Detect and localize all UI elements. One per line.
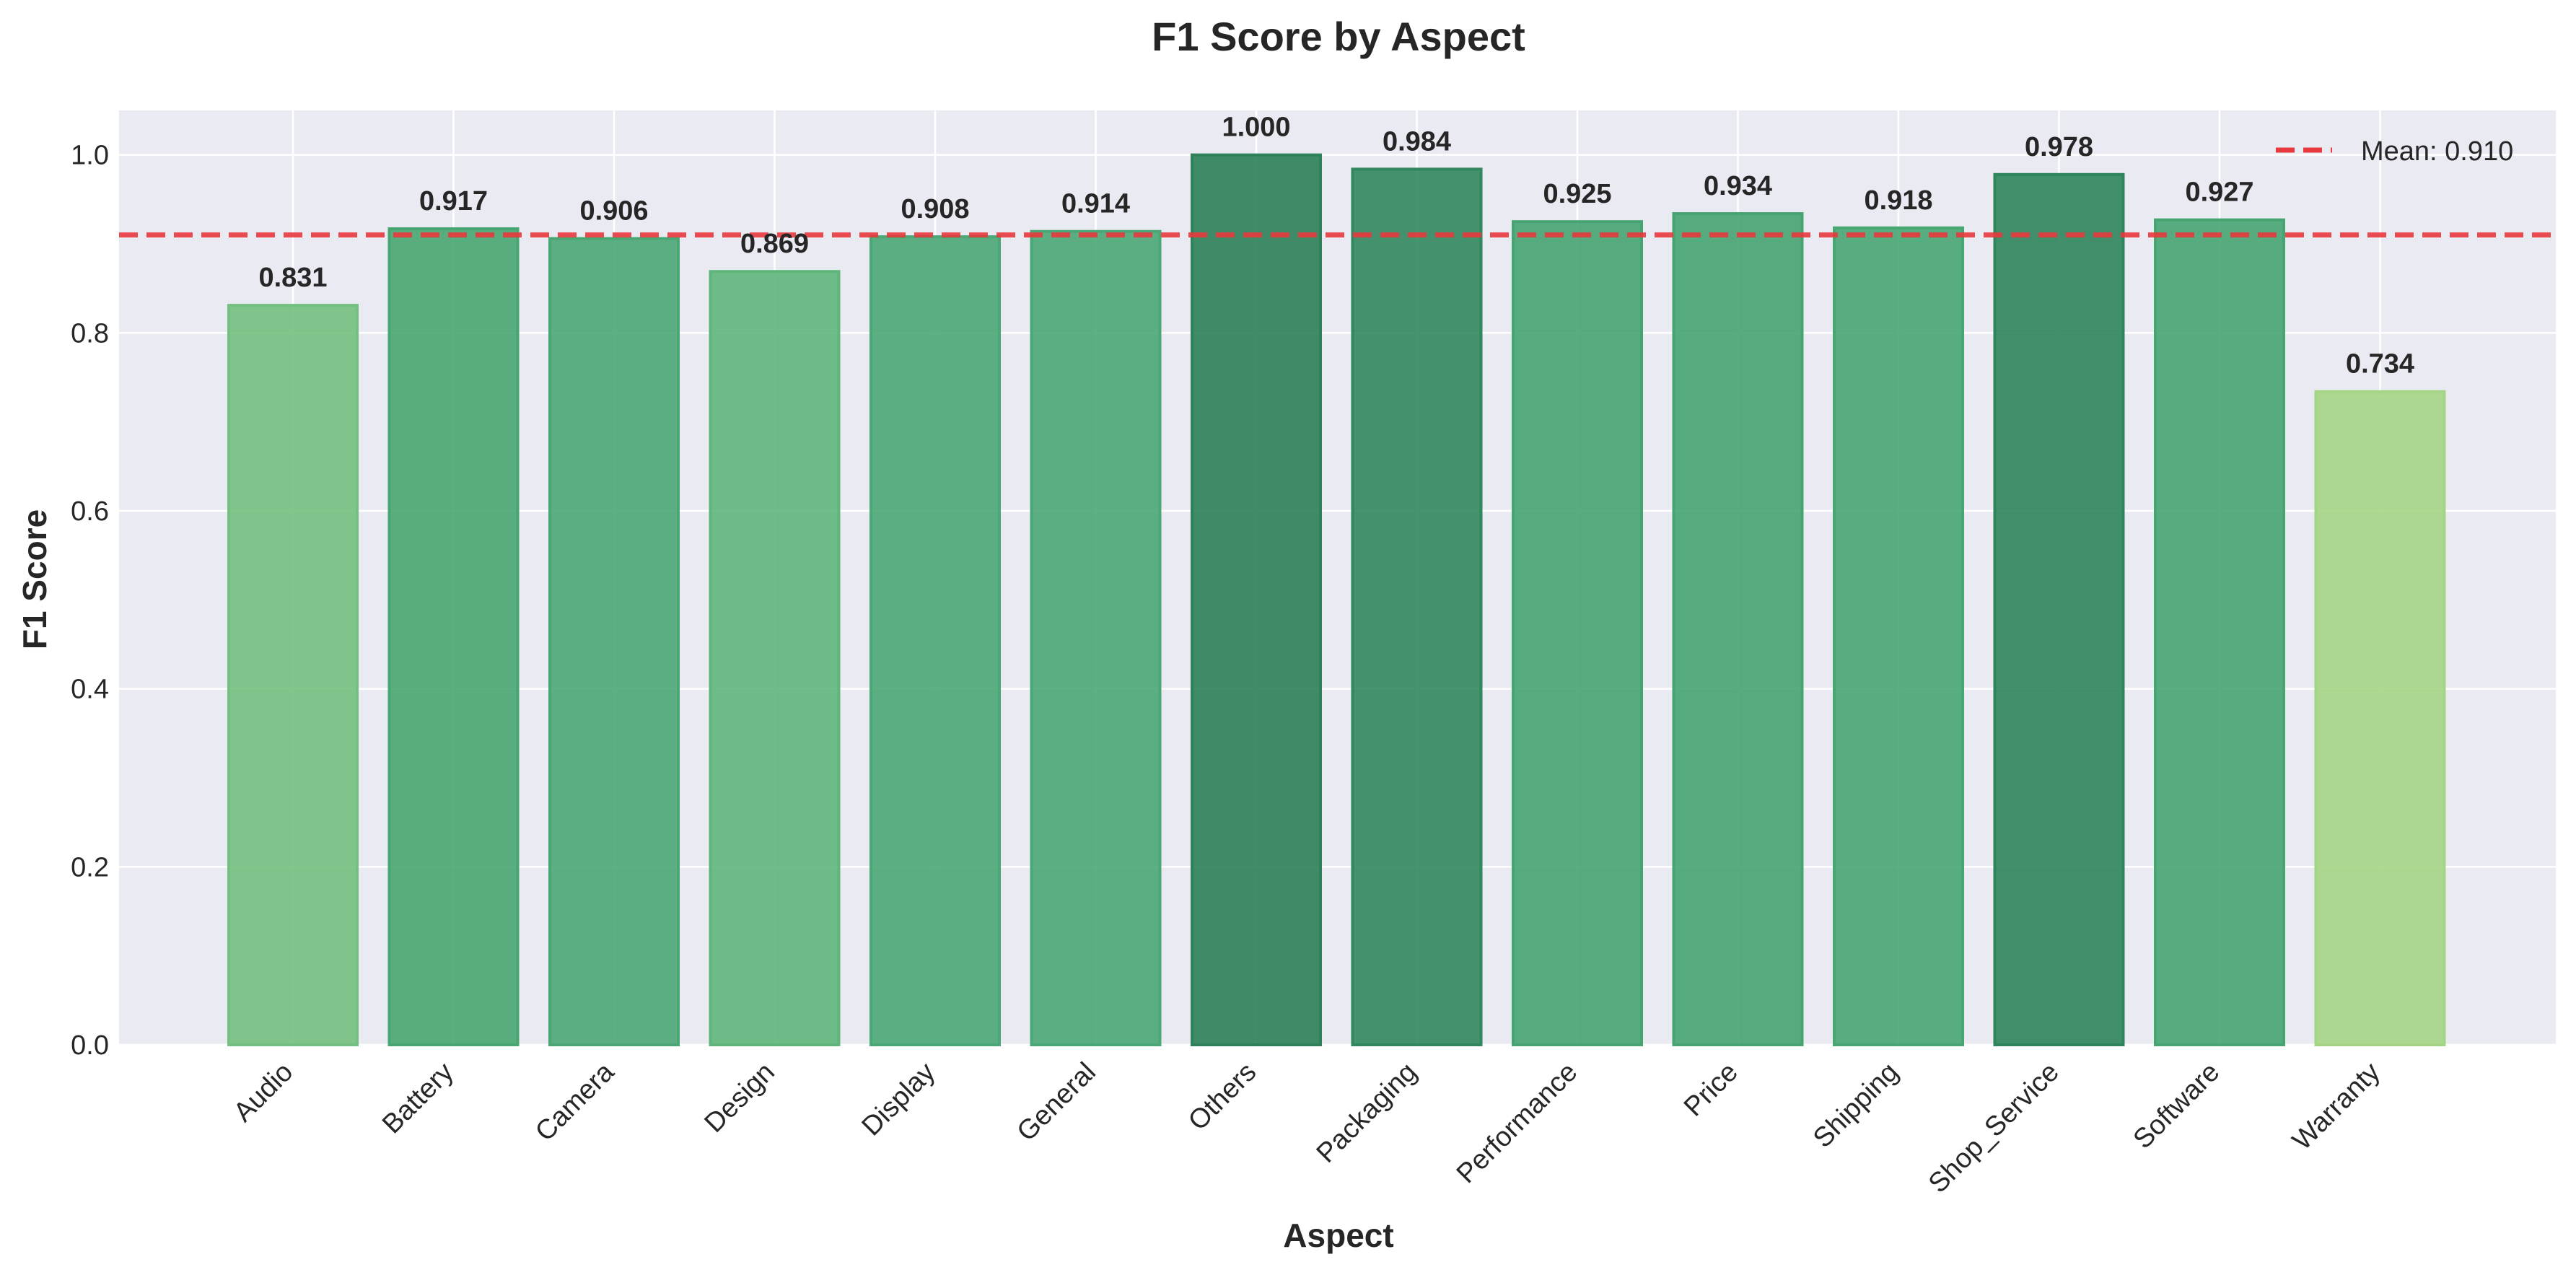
bar-shipping — [1833, 226, 1964, 1046]
x-tick-label: Audio — [228, 1057, 299, 1128]
x-tick-label: Software — [2128, 1057, 2226, 1155]
bar-price — [1672, 212, 1804, 1047]
x-axis-title: Aspect — [1283, 1217, 1393, 1254]
x-tick-label: Camera — [530, 1056, 621, 1147]
x-tick-label: Warranty — [2287, 1057, 2386, 1157]
x-tick-label: Shipping — [1808, 1057, 1904, 1154]
y-tick-label: 0.6 — [71, 496, 109, 527]
value-label: 0.978 — [2025, 132, 2093, 162]
value-label: 0.917 — [419, 186, 488, 216]
value-label: 0.734 — [2346, 349, 2414, 380]
bar-software — [2154, 218, 2285, 1047]
bar-display — [869, 235, 1001, 1047]
bar-general — [1030, 229, 1162, 1047]
bar-audio — [227, 304, 359, 1047]
bar-battery — [387, 227, 520, 1046]
x-tick-label: Design — [699, 1057, 781, 1139]
x-tick-label: Price — [1678, 1057, 1744, 1123]
legend-mean-label: Mean: 0.910 — [2361, 136, 2513, 167]
bar-performance — [1512, 220, 1643, 1047]
y-tick-label: 0.8 — [71, 318, 109, 349]
bar-camera — [548, 237, 680, 1047]
bar-shop-service — [1993, 172, 2125, 1046]
y-tick-label: 0.2 — [71, 852, 109, 882]
y-tick-labels: 0.0 0.2 0.4 0.6 0.8 1.0 — [71, 141, 109, 1061]
x-tick-label: General — [1012, 1057, 1102, 1147]
value-label: 0.927 — [2185, 178, 2253, 208]
value-label: 0.908 — [901, 194, 969, 224]
value-label: 1.000 — [1222, 113, 1290, 143]
bar-design — [709, 270, 841, 1047]
value-label: 0.869 — [740, 229, 809, 259]
bar-packaging — [1351, 167, 1483, 1046]
legend: Mean: 0.910 — [2276, 136, 2513, 167]
x-tick-labels: Audio Battery Camera Design Display General Ot… — [228, 1056, 2386, 1199]
value-label: 0.984 — [1383, 126, 1451, 157]
value-label: 0.925 — [1543, 179, 1611, 209]
value-label: 0.934 — [1704, 171, 1772, 201]
x-tick-label: Display — [857, 1057, 942, 1142]
bars — [227, 153, 2446, 1047]
chart-title: F1 Score by Aspect — [1152, 14, 1525, 59]
x-tick-label: Packaging — [1311, 1057, 1423, 1169]
value-label: 0.906 — [579, 196, 648, 227]
value-label: 0.918 — [1864, 185, 1932, 216]
x-tick-label: Others — [1183, 1057, 1262, 1136]
value-label: 0.914 — [1061, 189, 1130, 219]
plot-area — [119, 110, 2556, 1045]
x-tick-label: Shop_Service — [1923, 1057, 2065, 1199]
value-label: 0.831 — [258, 263, 327, 293]
bar-others — [1191, 153, 1322, 1047]
bar-warranty — [2314, 390, 2446, 1046]
y-tick-label: 0.0 — [71, 1030, 109, 1061]
x-tick-label: Battery — [377, 1057, 460, 1140]
x-tick-label: Performance — [1451, 1057, 1584, 1190]
y-tick-label: 1.0 — [71, 141, 109, 171]
y-tick-label: 0.4 — [71, 675, 109, 705]
y-axis-title: F1 Score — [16, 509, 53, 649]
value-labels: 0.831 0.917 0.906 0.869 0.908 0.914 1.000 0.984… — [258, 113, 2414, 380]
